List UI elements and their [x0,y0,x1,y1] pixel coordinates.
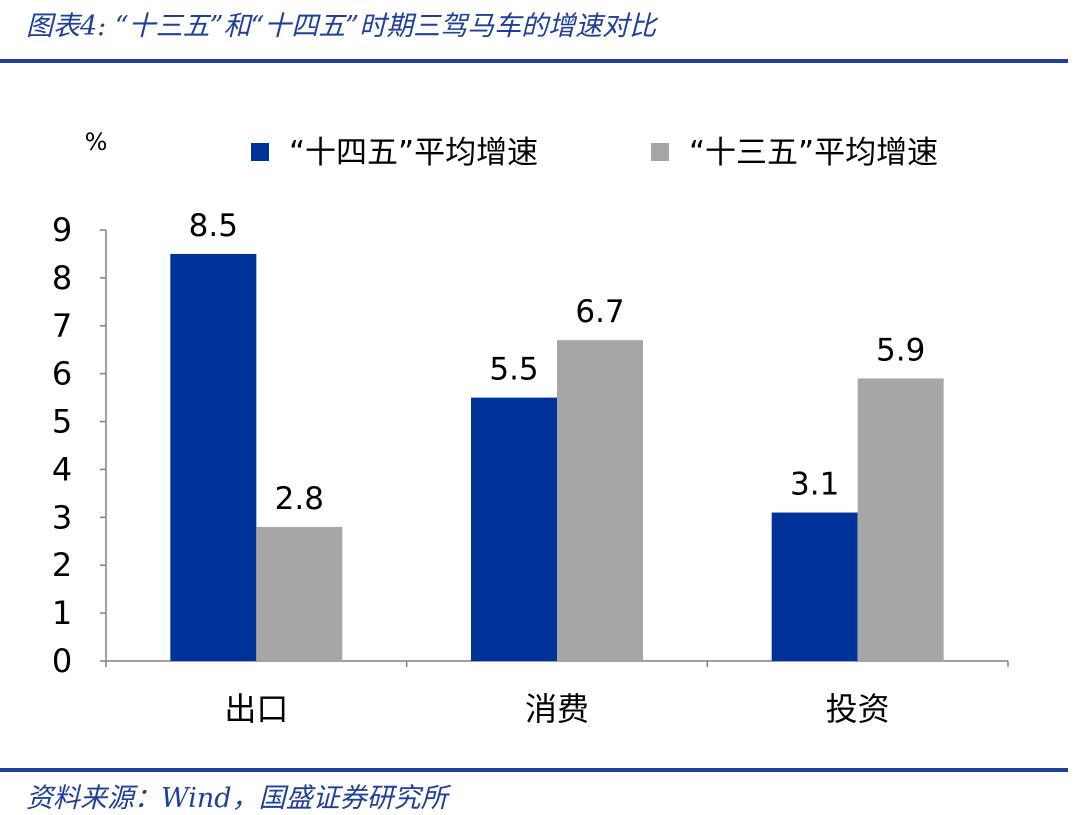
y-tick-label: 5 [52,403,72,441]
legend-label-series-1: “十四五”平均增速 [289,135,538,171]
bar-series-1 [771,512,858,661]
y-tick-label: 1 [52,594,72,632]
y-tick-label: 3 [52,498,72,536]
bottom-rule [0,768,1068,772]
top-rule [0,59,1068,63]
data-label: 5.5 [489,352,538,388]
y-tick-label: 8 [52,259,72,297]
data-label: 3.1 [790,467,839,503]
bar-series-2 [256,526,343,661]
source-note: 资料来源：Wind，国盛证券研究所 [26,783,448,814]
figure-title: 图表4: “十三五”和“十四五”时期三驾马车的增速对比 [26,11,657,42]
data-label: 6.7 [575,294,624,330]
bar-series-2 [857,378,944,661]
legend-swatch-series-1 [251,143,269,161]
data-label: 2.8 [275,481,324,517]
y-tick-label: 9 [52,211,72,249]
legend-swatch-series-2 [651,143,669,161]
legend-label-series-2: “十三五”平均增速 [689,135,938,171]
y-tick-label: 6 [52,355,72,393]
data-label: 8.5 [189,208,238,244]
bar-series-1 [170,253,257,661]
bar-series-1 [471,397,557,661]
data-label: 5.9 [876,332,925,368]
y-tick-label: 0 [52,642,72,680]
bar-series-2 [557,340,643,661]
y-tick-label: 7 [52,307,72,345]
y-tick-label: 4 [52,450,72,488]
y-unit-label: % [85,128,108,156]
x-category-label: 投资 [826,690,890,728]
x-category-label: 消费 [525,690,589,728]
legend: “十四五”平均增速 “十三五”平均增速 [251,135,938,171]
x-category-label: 出口 [224,690,288,728]
y-tick-label: 2 [52,546,72,584]
plot-area: 0 1 2 3 4 5 6 7 8 9 出口 8.5 2.8 消费 5.5 6.7 投资 3.1 5.9 [52,208,1009,728]
